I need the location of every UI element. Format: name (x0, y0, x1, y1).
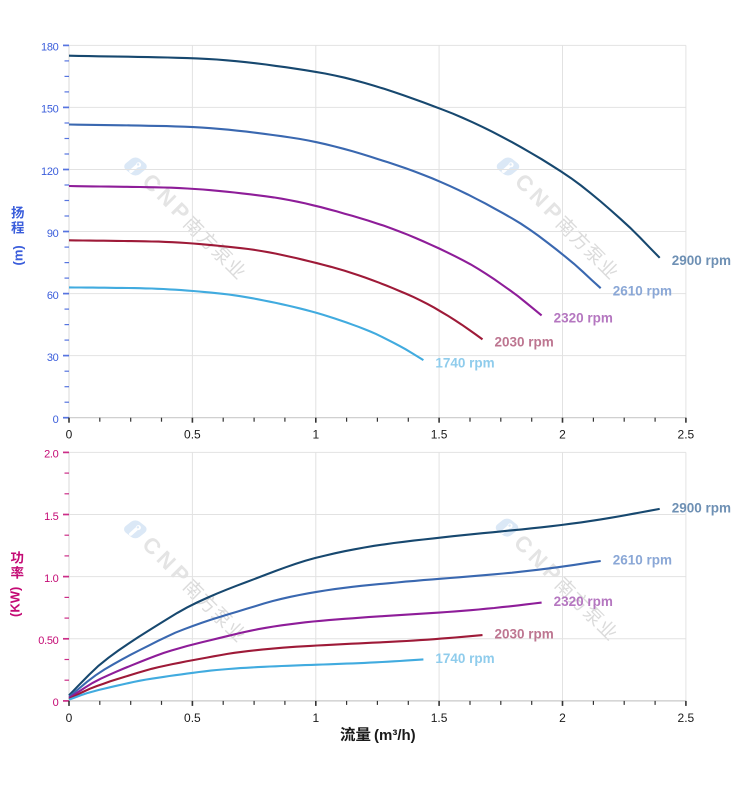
svg-text:0: 0 (66, 711, 73, 725)
svg-text:2.5: 2.5 (678, 711, 695, 725)
svg-text:1.0: 1.0 (44, 573, 59, 585)
svg-text:1.5: 1.5 (431, 711, 448, 725)
svg-text:120: 120 (41, 166, 59, 178)
svg-text:1740 rpm: 1740 rpm (435, 355, 494, 370)
svg-text:2030 rpm: 2030 rpm (495, 335, 554, 350)
svg-text:(m): (m) (11, 245, 26, 265)
svg-text:2320 rpm: 2320 rpm (554, 311, 613, 326)
svg-text:1.5: 1.5 (44, 511, 59, 523)
svg-text:2030 rpm: 2030 rpm (495, 627, 554, 642)
svg-text:(KW): (KW) (8, 587, 23, 617)
svg-text:1: 1 (312, 711, 319, 725)
svg-text:1.5: 1.5 (431, 428, 448, 442)
svg-text:2320 rpm: 2320 rpm (554, 594, 613, 609)
svg-text:90: 90 (47, 228, 59, 240)
svg-text:0: 0 (53, 414, 59, 426)
svg-text:0.5: 0.5 (184, 711, 201, 725)
svg-text:2: 2 (559, 711, 566, 725)
svg-text:2610 rpm: 2610 rpm (613, 284, 672, 299)
svg-text:180: 180 (41, 42, 59, 54)
svg-text:2610 rpm: 2610 rpm (613, 553, 672, 568)
svg-text:30: 30 (47, 352, 59, 364)
svg-text:2900 rpm: 2900 rpm (672, 253, 731, 268)
svg-text:150: 150 (41, 104, 59, 116)
svg-text:0.5: 0.5 (184, 428, 201, 442)
svg-text:2.5: 2.5 (678, 428, 695, 442)
svg-text:2: 2 (559, 428, 566, 442)
svg-text:1: 1 (312, 428, 319, 442)
svg-text:2900 rpm: 2900 rpm (672, 501, 731, 516)
svg-text:2.0: 2.0 (44, 449, 59, 461)
svg-text:60: 60 (47, 290, 59, 302)
svg-text:1740 rpm: 1740 rpm (435, 651, 494, 666)
svg-text:(m³/h): (m³/h) (374, 727, 416, 744)
svg-text:0.50: 0.50 (38, 635, 58, 647)
svg-text:0: 0 (66, 428, 73, 442)
svg-text:0: 0 (53, 697, 59, 709)
